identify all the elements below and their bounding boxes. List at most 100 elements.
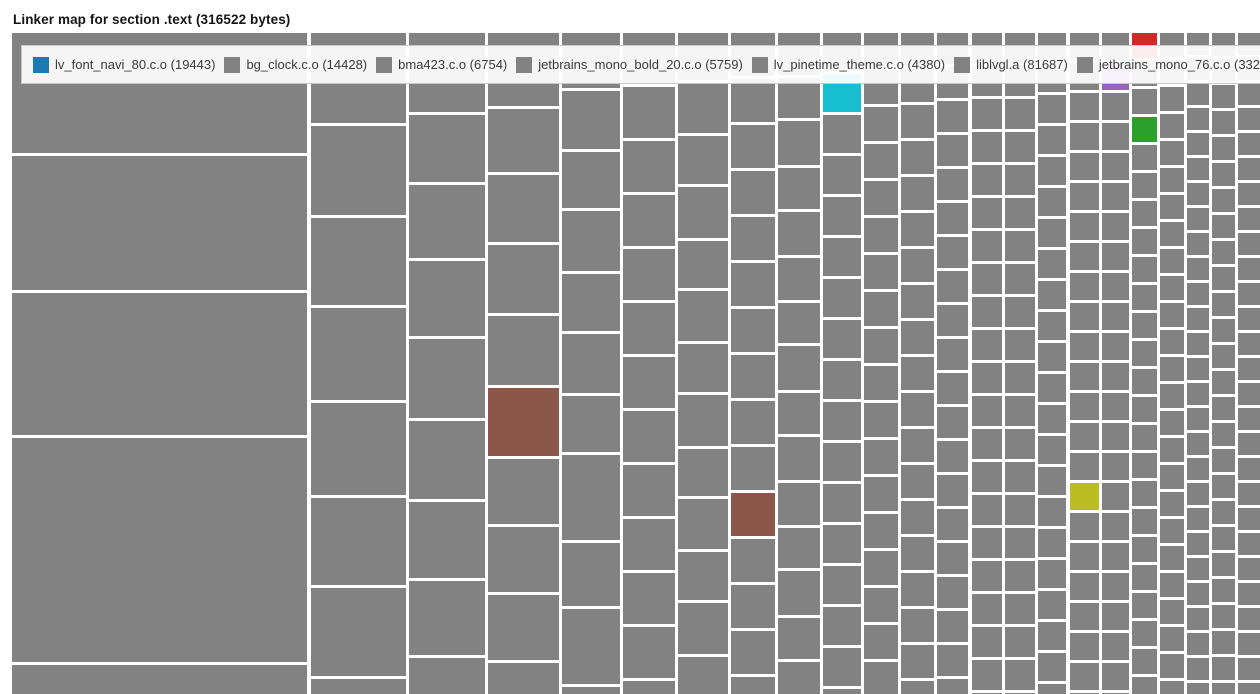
treemap-cell[interactable] [1005,363,1035,393]
treemap-cell[interactable] [562,334,620,393]
treemap-cell[interactable] [1005,198,1035,228]
treemap-cell[interactable] [731,263,775,306]
treemap-cell[interactable] [901,429,934,462]
treemap-cell[interactable] [1160,600,1184,624]
treemap-cell[interactable] [937,169,968,200]
treemap-cell[interactable] [972,165,1002,195]
treemap-cell[interactable] [1038,126,1066,154]
treemap-cell[interactable] [901,177,934,210]
treemap-cell[interactable] [972,594,1002,624]
treemap-cell[interactable] [901,645,934,678]
treemap-cell[interactable] [823,279,861,317]
treemap-cell[interactable] [1132,229,1157,254]
treemap-cell[interactable] [1160,546,1184,570]
treemap-cell[interactable] [937,645,968,676]
treemap-cell[interactable] [562,274,620,331]
treemap-cell[interactable] [1132,173,1157,198]
treemap-cell[interactable] [731,309,775,352]
treemap-cell[interactable] [1238,658,1260,680]
treemap-cell[interactable] [311,218,406,305]
treemap-cell[interactable] [901,141,934,174]
treemap-cell[interactable] [864,440,898,474]
treemap-cell[interactable] [823,525,861,563]
treemap-cell[interactable] [311,403,406,495]
treemap-cell[interactable] [937,577,968,608]
treemap-cell[interactable] [864,255,898,289]
treemap-cell[interactable] [1005,462,1035,492]
treemap-cell[interactable] [1212,553,1235,576]
treemap-cell[interactable] [1160,654,1184,678]
treemap-cell[interactable] [1005,429,1035,459]
treemap-cell[interactable] [1238,683,1260,694]
treemap-cell[interactable] [1070,123,1099,150]
treemap-cell[interactable] [823,361,861,399]
treemap-cell[interactable] [1212,423,1235,446]
treemap-cell[interactable] [864,292,898,326]
treemap-cell[interactable] [901,681,934,694]
treemap-cell[interactable] [1038,436,1066,464]
treemap-cell[interactable] [972,132,1002,162]
treemap-cell[interactable] [1212,683,1235,694]
treemap-cell[interactable] [1102,603,1129,630]
treemap-cell[interactable] [731,355,775,398]
treemap-cell[interactable] [1212,631,1235,654]
treemap-cell[interactable] [562,543,620,606]
treemap-cell[interactable] [1212,501,1235,524]
treemap-cell-highlight[interactable] [1070,483,1099,510]
treemap-cell[interactable] [1238,158,1260,180]
treemap-cell[interactable] [778,393,820,434]
treemap-cell[interactable] [488,663,559,694]
treemap-cell[interactable] [864,144,898,178]
treemap-cell[interactable] [1070,213,1099,240]
treemap-cell[interactable] [1160,492,1184,516]
treemap-cell[interactable] [1238,583,1260,605]
treemap-cell[interactable] [1102,153,1129,180]
treemap-cell[interactable] [678,136,728,184]
treemap-cell[interactable] [864,181,898,215]
treemap-cell[interactable] [1160,168,1184,192]
treemap-cell[interactable] [1238,308,1260,330]
treemap-cell[interactable] [409,115,485,182]
treemap-cell[interactable] [12,665,307,694]
treemap-cell[interactable] [1238,383,1260,405]
treemap-cell[interactable] [937,475,968,506]
treemap-cell[interactable] [1238,633,1260,655]
treemap-cell[interactable] [678,241,728,288]
treemap-cell[interactable] [972,198,1002,228]
treemap-cell[interactable] [937,305,968,336]
treemap-cell-highlight[interactable] [731,493,775,536]
treemap-cell[interactable] [1038,529,1066,557]
treemap-cell[interactable] [409,339,485,418]
treemap-cell[interactable] [623,87,675,138]
treemap-cell[interactable] [1187,133,1209,155]
treemap-cell[interactable] [778,437,820,480]
treemap-cell[interactable] [1212,267,1235,290]
treemap-cell[interactable] [1160,249,1184,273]
treemap-cell[interactable] [972,396,1002,426]
treemap-cell[interactable] [311,588,406,676]
treemap-cell[interactable] [731,125,775,168]
treemap-cell[interactable] [1070,303,1099,330]
treemap-cell[interactable] [1132,677,1157,694]
treemap-cell[interactable] [311,126,406,215]
treemap-cell[interactable] [1238,608,1260,630]
treemap-cell[interactable] [1005,231,1035,261]
treemap-cell[interactable] [778,303,820,343]
treemap-cell[interactable] [623,411,675,462]
treemap-cell[interactable] [1132,453,1157,478]
treemap-cell[interactable] [778,662,820,694]
treemap-cell[interactable] [731,401,775,444]
treemap-cell[interactable] [1238,258,1260,280]
treemap-cell[interactable] [1038,157,1066,185]
treemap-cell[interactable] [678,187,728,238]
treemap-cell[interactable] [778,346,820,390]
treemap-cell[interactable] [1187,158,1209,180]
treemap-cell[interactable] [972,528,1002,558]
treemap-cell[interactable] [778,483,820,525]
treemap-cell[interactable] [1132,145,1157,170]
treemap-cell[interactable] [1132,257,1157,282]
treemap-cell[interactable] [1102,303,1129,330]
treemap-cell[interactable] [12,156,307,290]
treemap-cell[interactable] [562,91,620,149]
treemap-cell[interactable] [311,498,406,585]
